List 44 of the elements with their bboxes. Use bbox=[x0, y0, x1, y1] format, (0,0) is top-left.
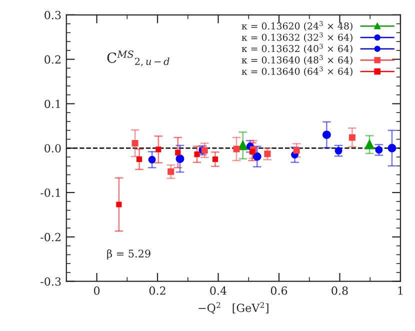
y-tick-label: -0.2 bbox=[40, 232, 60, 242]
point bbox=[136, 156, 142, 162]
point bbox=[388, 144, 396, 152]
point bbox=[132, 140, 138, 146]
point bbox=[348, 134, 356, 141]
annotation: β = 5.29 bbox=[107, 249, 150, 260]
point bbox=[194, 152, 200, 158]
point bbox=[168, 168, 174, 175]
y-tick-label: -0.1 bbox=[40, 188, 60, 197]
point bbox=[238, 140, 248, 150]
legend-label: κ = 0.13620 (24$^{3}$ × 48) bbox=[242, 21, 352, 31]
point bbox=[176, 154, 184, 164]
legend-label: κ = 0.13640 (64$^{3}$ × 64) bbox=[242, 66, 352, 76]
point bbox=[293, 147, 300, 154]
text: −Q$^{2}$ [GeV$^{2}$] bbox=[198, 302, 268, 314]
point bbox=[252, 152, 262, 161]
y-tick-label: 0.3 bbox=[44, 10, 61, 20]
y-tick-label: -0.3 bbox=[40, 277, 61, 286]
point bbox=[364, 140, 374, 150]
legend-label: κ = 0.13640 (48$^{3}$ × 64) bbox=[242, 55, 352, 65]
point bbox=[148, 156, 156, 164]
x-tick-label: 0.6 bbox=[270, 286, 288, 295]
point bbox=[212, 156, 218, 162]
x-tick-label: 0.2 bbox=[149, 286, 166, 295]
x-tick-label: 0 bbox=[94, 286, 100, 295]
point bbox=[334, 147, 342, 155]
y-tick-label: 0.2 bbox=[44, 55, 60, 64]
legend-label: κ = 0.13632 (32$^{3}$ × 64) bbox=[242, 32, 352, 42]
point bbox=[156, 146, 162, 152]
point bbox=[201, 147, 208, 154]
point bbox=[116, 202, 122, 208]
annotation: C$^{MS}$$_{2,u−d}$ bbox=[107, 50, 170, 66]
y-tick-label: 0.1 bbox=[44, 100, 60, 108]
y-tick-label: 0.0 bbox=[44, 144, 61, 152]
x-tick-label: 1 bbox=[398, 286, 402, 295]
point bbox=[375, 146, 383, 154]
x-tick-label: 0.8 bbox=[332, 286, 348, 295]
point bbox=[233, 146, 240, 152]
point bbox=[175, 150, 181, 156]
point bbox=[249, 148, 256, 154]
legend-label: κ = 0.13632 (40$^{3}$ × 64) bbox=[242, 44, 352, 54]
point bbox=[322, 130, 331, 140]
x-tick-label: 0.4 bbox=[210, 286, 227, 295]
point bbox=[264, 150, 271, 158]
